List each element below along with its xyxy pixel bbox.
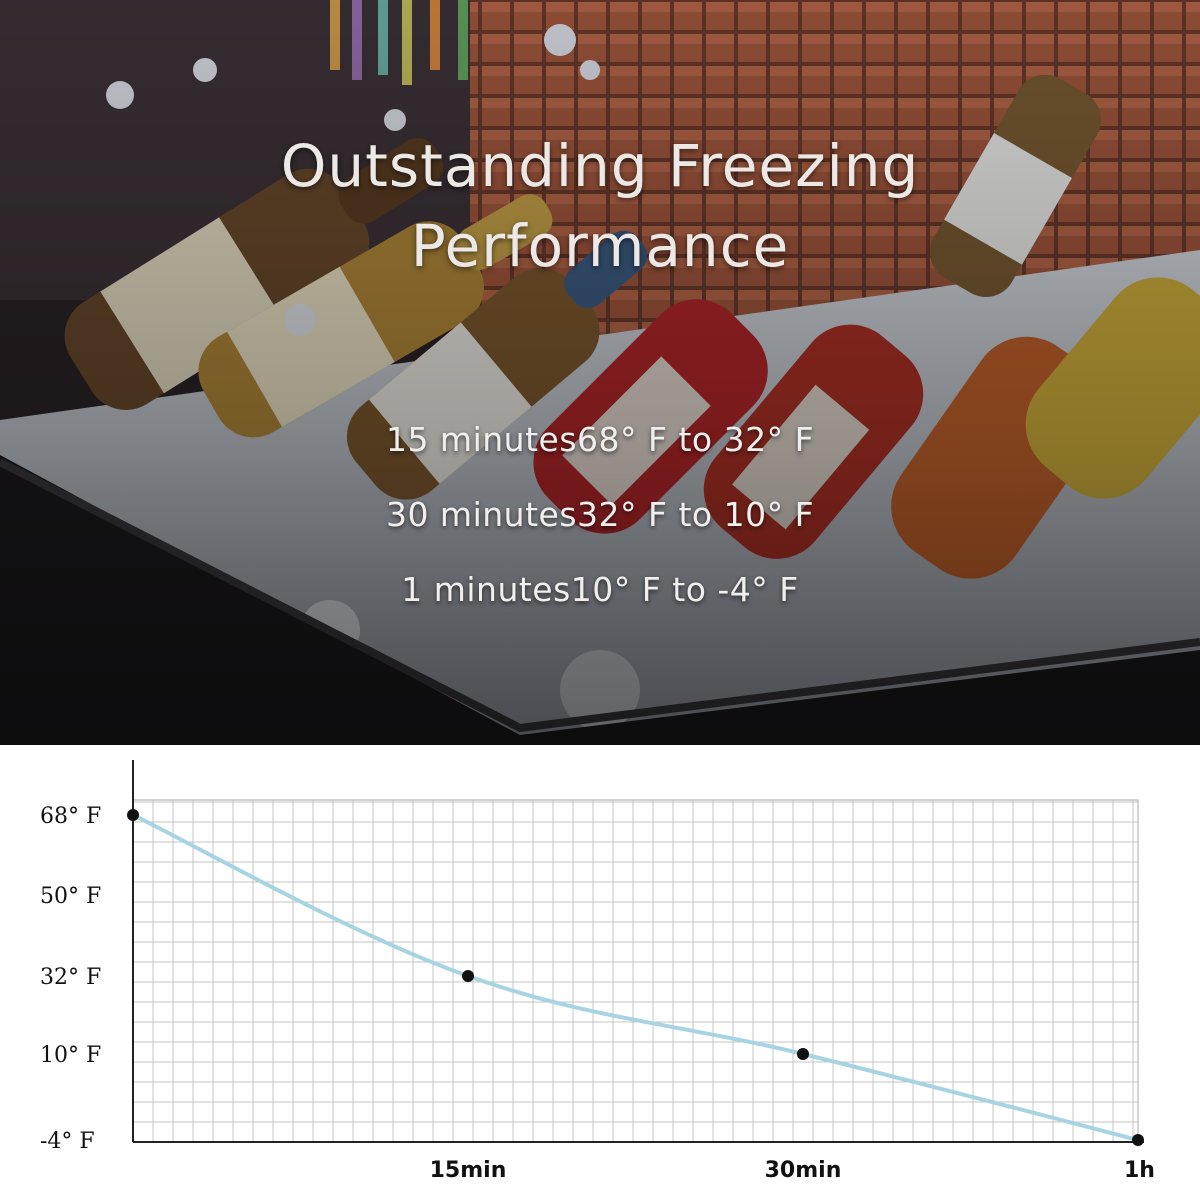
grid-frame [132,799,1139,1143]
data-point-markers [127,809,1144,1146]
x-tick-label: 1h [1124,1158,1155,1183]
y-tick-label: 32° F [40,965,101,990]
data-point-3 [1132,1134,1144,1146]
y-tick-labels: 68° F 50° F 32° F 10° F -4° F [40,804,101,1154]
chart-grid [132,799,1139,1143]
headline-line-1: Outstanding Freezing [280,132,920,200]
x-tick-label: 30min [765,1158,842,1183]
x-tick-labels: 15min 30min 1h [430,1158,1155,1183]
data-point-2 [797,1048,809,1060]
data-point-0 [127,809,139,821]
temperature-curve-line [131,813,1140,1142]
y-tick-label: 10° F [40,1043,101,1068]
hero-banner: Outstanding Freezing Performance 15 minu… [0,0,1200,745]
spec-30-minutes: 30 minutes32° F to 10° F [385,495,815,534]
beverage-ice-photo [0,0,1200,745]
x-tick-label: 15min [430,1158,507,1183]
spec-15-minutes: 15 minutes68° F to 32° F [385,420,815,459]
y-tick-label: 50° F [40,884,101,909]
chart-canvas: 68° F 50° F 32° F 10° F -4° F 15min 30min 1h [40,760,1155,1183]
headline-line-2: Performance [410,212,790,280]
data-point-1 [462,970,474,982]
freezing-curve-chart: 68° F 50° F 32° F 10° F -4° F 15min 30min 1h [0,745,1200,1200]
y-tick-label: 68° F [40,804,101,829]
y-tick-label: -4° F [40,1129,95,1154]
spec-1-minutes: 1 minutes10° F to -4° F [401,570,799,609]
